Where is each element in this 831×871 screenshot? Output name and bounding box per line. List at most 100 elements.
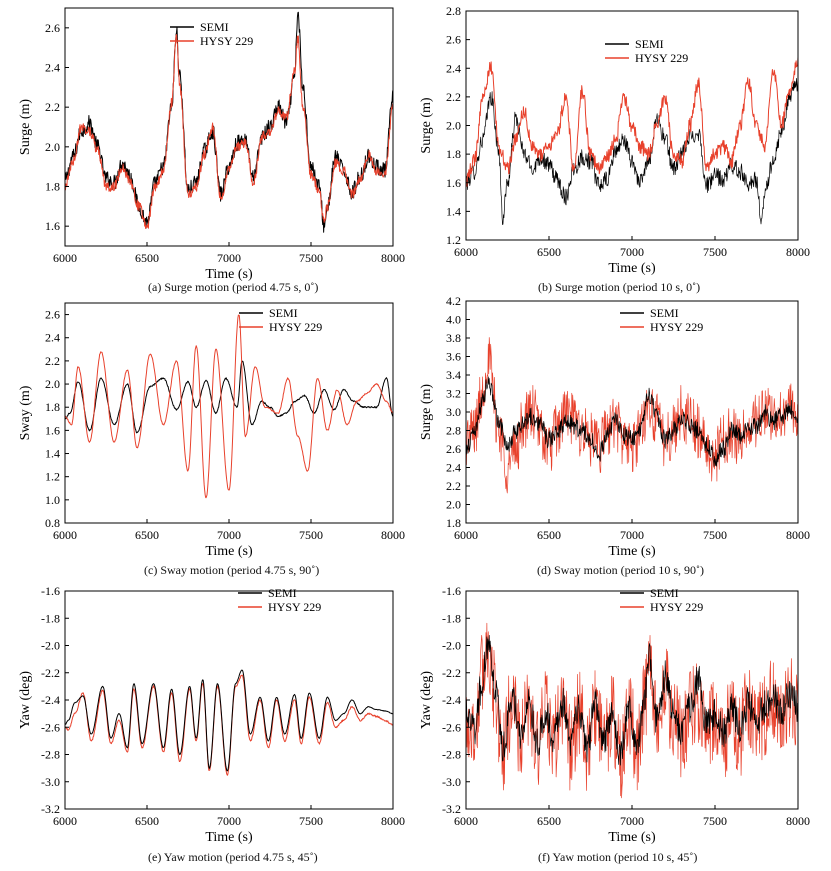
legend-label-hysy-229: HYSY 229 bbox=[650, 600, 703, 614]
chart-yaw-10s: 6000 6500 7000 7500 8000 -3.2 -3.0 -2.8 -2.6 -2.4… bbox=[415, 580, 831, 871]
caption-c: (c) Sway motion (period 4.75 s, 90˚) bbox=[144, 563, 320, 577]
x-tick-label: 7500 bbox=[299, 528, 323, 542]
y-tick-label: -2.8 bbox=[41, 748, 60, 762]
x-tick-label: 6000 bbox=[53, 251, 77, 265]
series-line-hysy-229 bbox=[466, 57, 798, 187]
y-tick-label: 2.8 bbox=[446, 4, 461, 18]
x-tick-label: 6000 bbox=[53, 814, 77, 828]
y-tick-label: 2.6 bbox=[45, 308, 60, 322]
x-tick-label: 8000 bbox=[786, 814, 810, 828]
series-line-hysy-229 bbox=[65, 674, 393, 776]
plot-frame bbox=[64, 590, 394, 810]
y-tick-label: 2.6 bbox=[446, 33, 461, 47]
y-tick-label: -3.0 bbox=[41, 775, 60, 789]
y-tick-label: -2.0 bbox=[442, 639, 461, 653]
x-tick-label: 7500 bbox=[299, 251, 323, 265]
y-axis-label: Yaw (deg) bbox=[419, 671, 434, 729]
legend-label-semi: SEMI bbox=[650, 306, 679, 320]
legend-label-hysy-229: HYSY 229 bbox=[269, 320, 322, 334]
series-line-hysy-229 bbox=[466, 622, 798, 799]
y-tick-label: -2.0 bbox=[41, 639, 60, 653]
chart-surge-10s: 6000 6500 7000 7500 8000 1.2 1.4 1.6 1.8 2.0 2.2 2.… bbox=[415, 0, 831, 290]
y-tick-label: 1.0 bbox=[45, 493, 60, 507]
x-axis-label: Time (s) bbox=[608, 261, 656, 276]
caption-f: (f) Yaw motion (period 10 s, 45˚) bbox=[538, 850, 698, 864]
legend-label-hysy-229: HYSY 229 bbox=[635, 51, 688, 65]
y-tick-label: 2.4 bbox=[45, 331, 60, 345]
y-tick-label: 4.0 bbox=[446, 313, 461, 327]
caption-e: (e) Yaw motion (period 4.75 s, 45˚) bbox=[148, 850, 318, 864]
x-tick-label: 7000 bbox=[217, 814, 241, 828]
y-tick-label: -2.4 bbox=[442, 693, 461, 707]
x-tick-label: 6500 bbox=[537, 245, 561, 259]
y-tick-label: -2.2 bbox=[442, 666, 461, 680]
y-tick-label: 1.6 bbox=[446, 176, 461, 190]
legend-label-hysy-229: HYSY 229 bbox=[268, 600, 321, 614]
y-tick-label: 2.0 bbox=[45, 377, 60, 391]
y-tick-label: 2.6 bbox=[446, 442, 461, 456]
x-tick-label: 8000 bbox=[381, 528, 405, 542]
x-tick-label: 6500 bbox=[537, 528, 561, 542]
y-tick-label: 3.8 bbox=[446, 331, 461, 345]
series-line-semi bbox=[466, 77, 798, 225]
x-tick-label: 6000 bbox=[454, 528, 478, 542]
chart-svg: 6000 6500 7000 7500 8000 1.2 1.4 1.6 1.8 2.0 2.2 2.… bbox=[419, 4, 810, 276]
chart-svg: 6000 6500 7000 7500 8000 1.8 2.0 2.2 2.4 2.6 2.8 3.… bbox=[419, 294, 810, 559]
y-tick-label: 3.4 bbox=[446, 368, 461, 382]
y-tick-label: 1.6 bbox=[45, 219, 60, 233]
x-tick-label: 6500 bbox=[537, 814, 561, 828]
x-tick-label: 7500 bbox=[703, 528, 727, 542]
y-axis-label: Surge (m) bbox=[18, 99, 33, 155]
chart-svg: 6000 6500 7000 7500 8000 1.6 1.8 2.0 2.2 2.4 2.6 Ti… bbox=[18, 7, 405, 282]
x-tick-label: 6000 bbox=[53, 528, 77, 542]
y-axis-label: Surge (m) bbox=[419, 97, 434, 153]
y-tick-label: 2.2 bbox=[446, 479, 461, 493]
y-tick-label: 1.2 bbox=[45, 470, 60, 484]
y-tick-label: -3.2 bbox=[442, 802, 461, 816]
x-tick-label: 8000 bbox=[786, 245, 810, 259]
x-axis-label: Time (s) bbox=[608, 830, 656, 845]
y-tick-label: -1.6 bbox=[442, 584, 461, 598]
y-tick-label: 2.2 bbox=[446, 90, 461, 104]
x-tick-label: 7000 bbox=[620, 814, 644, 828]
x-tick-label: 7500 bbox=[703, 245, 727, 259]
series-line-semi bbox=[466, 376, 798, 467]
series-line-hysy-229 bbox=[65, 34, 393, 230]
y-tick-label: 0.8 bbox=[45, 516, 60, 530]
x-tick-label: 8000 bbox=[381, 251, 405, 265]
y-tick-label: 1.4 bbox=[446, 204, 461, 218]
x-tick-label: 6000 bbox=[454, 245, 478, 259]
y-tick-label: 2.4 bbox=[446, 61, 461, 75]
y-tick-label: -1.8 bbox=[442, 611, 461, 625]
y-tick-label: 2.4 bbox=[446, 461, 461, 475]
legend-label-hysy-229: HYSY 229 bbox=[200, 34, 253, 48]
y-tick-label: 2.0 bbox=[45, 140, 60, 154]
y-tick-label: -2.2 bbox=[41, 666, 60, 680]
y-tick-label: 1.8 bbox=[45, 400, 60, 414]
x-tick-label: 7500 bbox=[299, 814, 323, 828]
y-tick-label: 1.4 bbox=[45, 447, 60, 461]
x-tick-label: 6500 bbox=[135, 528, 159, 542]
y-tick-label: -2.6 bbox=[442, 720, 461, 734]
y-tick-label: -1.6 bbox=[41, 584, 60, 598]
x-tick-label: 7500 bbox=[703, 814, 727, 828]
y-tick-label: -3.2 bbox=[41, 802, 60, 816]
legend-label-semi: SEMI bbox=[650, 586, 679, 600]
y-tick-label: -2.4 bbox=[41, 693, 60, 707]
x-tick-label: 6500 bbox=[135, 814, 159, 828]
y-tick-label: 1.8 bbox=[446, 516, 461, 530]
chart-svg: 6000 6500 7000 7500 8000 0.8 1.0 1.2 1.4 1.6 1.8 2.… bbox=[18, 302, 405, 559]
x-tick-label: 8000 bbox=[381, 814, 405, 828]
y-tick-label: 2.2 bbox=[45, 100, 60, 114]
y-tick-label: 2.6 bbox=[45, 21, 60, 35]
legend-label-semi: SEMI bbox=[635, 37, 664, 51]
chart-svg: 6000 6500 7000 7500 8000 -3.2 -3.0 -2.8 -2.6 -2.4… bbox=[18, 584, 405, 845]
chart-sway-10s: 6000 6500 7000 7500 8000 1.8 2.0 2.2 2.4 2.6 2.8 3.… bbox=[415, 290, 831, 580]
chart-surge-4-75s: 6000 6500 7000 7500 8000 1.6 1.8 2.0 2.2 2.4 2.6 Ti… bbox=[0, 0, 415, 290]
